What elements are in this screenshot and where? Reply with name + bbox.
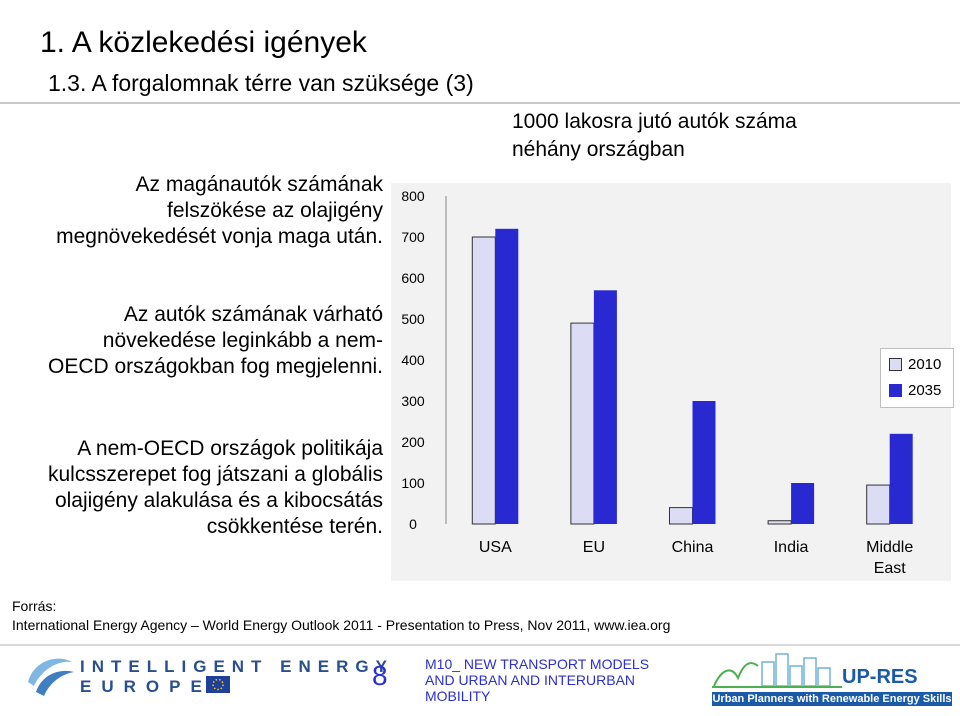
category-label: China bbox=[672, 539, 714, 556]
up-res-wordmark: UP-RES bbox=[842, 666, 918, 688]
up-res-tagline: Urban Planners with Renewable Energy Ski… bbox=[712, 692, 952, 706]
page-number: 8 bbox=[372, 660, 388, 691]
legend-label-2035: 2035 bbox=[908, 381, 942, 399]
category-label: Middle bbox=[866, 539, 913, 556]
bar-2035-india bbox=[791, 483, 815, 524]
source-citation: International Energy Agency – World Ener… bbox=[12, 617, 671, 633]
y-tick-label: 0 bbox=[409, 516, 417, 532]
paragraph-non-oecd-growth: Az autók számának várható növekedése leg… bbox=[48, 303, 384, 378]
legend-item-2010: 2010 bbox=[889, 355, 941, 373]
y-tick-label: 700 bbox=[401, 229, 425, 245]
intelligent-energy-wordmark: INTELLIGENT ENERGY bbox=[80, 657, 394, 676]
slide-subtitle: 1.3. A forgalomnak térre van szüksége (3… bbox=[48, 70, 474, 96]
europe-wordmark: EUROPE bbox=[80, 677, 212, 696]
bar-2035-china bbox=[692, 401, 716, 524]
legend-item-2035: 2035 bbox=[889, 381, 941, 399]
module-title: M10_ NEW TRANSPORT MODELS AND URBAN AND … bbox=[425, 656, 650, 704]
bar-2010-usa bbox=[471, 236, 496, 525]
city-skyline-icon bbox=[712, 653, 842, 688]
y-tick-label: 400 bbox=[401, 352, 425, 368]
y-tick-label: 600 bbox=[401, 270, 425, 286]
intelligent-energy-logo-icon bbox=[28, 658, 74, 696]
y-tick-label: 100 bbox=[401, 475, 425, 491]
y-tick-label: 500 bbox=[401, 311, 425, 327]
chart-title: 1000 lakosra jutó autók száma néhány ors… bbox=[512, 110, 797, 161]
category-label: East bbox=[874, 560, 907, 577]
chart-area: 0 100 200 300 400 500 600 700 800 USA EU China India… bbox=[391, 183, 951, 581]
eu-flag-icon bbox=[206, 676, 230, 693]
footer-divider bbox=[0, 644, 960, 646]
chart-legend: 2010 2035 bbox=[880, 348, 954, 408]
legend-swatch-2035 bbox=[889, 383, 902, 397]
bar-2010-middle-east bbox=[866, 484, 891, 525]
source-label: Forrás: bbox=[12, 598, 57, 614]
bar-2035-eu bbox=[593, 290, 617, 524]
y-tick-label: 200 bbox=[401, 434, 425, 450]
bar-2035-middle-east bbox=[889, 433, 913, 524]
y-tick-label: 300 bbox=[401, 393, 425, 409]
legend-swatch-2010 bbox=[889, 357, 902, 371]
bar-2035-usa bbox=[495, 228, 519, 525]
legend-label-2010: 2010 bbox=[908, 355, 942, 373]
bar-2010-eu bbox=[570, 322, 595, 525]
paragraph-oil-demand: Az magánautók számának felszökése az ola… bbox=[56, 173, 383, 248]
bar-chart: 0 100 200 300 400 500 600 700 800 USA EU China India… bbox=[401, 188, 913, 577]
slide-title: 1. A közlekedési igények bbox=[40, 26, 367, 59]
category-label: USA bbox=[479, 539, 512, 556]
header-divider bbox=[0, 102, 960, 104]
category-label: EU bbox=[583, 539, 605, 556]
paragraph-policy-role: A nem-OECD országok politikája kulcsszer… bbox=[48, 437, 384, 538]
y-tick-label: 800 bbox=[401, 188, 425, 204]
category-label: India bbox=[774, 539, 809, 556]
bar-2010-india bbox=[767, 520, 792, 525]
bar-2010-china bbox=[669, 507, 693, 525]
